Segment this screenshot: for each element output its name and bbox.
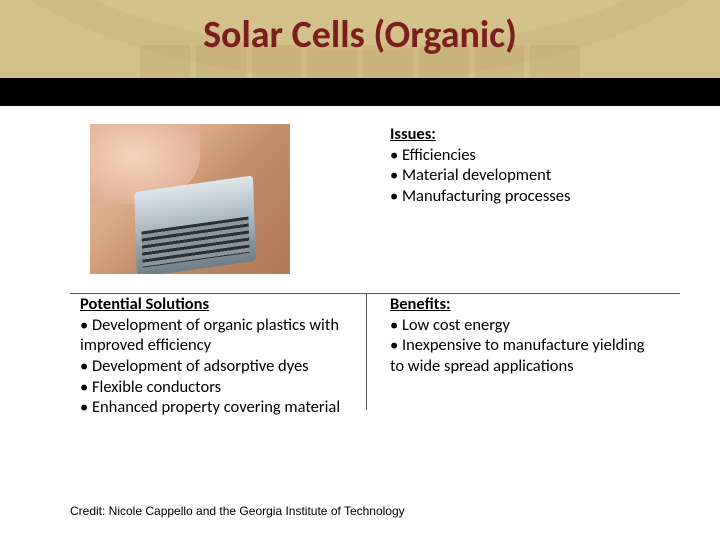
solutions-item: • Development of organic plastics with i… [80, 315, 350, 356]
solutions-quadrant: Potential Solutions • Development of org… [70, 288, 360, 490]
benefits-heading: Benefits: [390, 294, 660, 315]
issues-quadrant: Issues: • Efficiencies • Material develo… [380, 118, 670, 288]
credit-line: Credit: Nicole Cappello and the Georgia … [70, 504, 405, 518]
solutions-item: • Flexible conductors [80, 377, 350, 398]
issues-item: • Material development [390, 165, 660, 186]
vertical-divider [366, 293, 367, 410]
issues-item: • Manufacturing processes [390, 186, 660, 207]
issues-heading: Issues: [390, 124, 660, 145]
header-underline-bar [0, 78, 720, 106]
solutions-item: • Enhanced property covering material [80, 397, 350, 418]
solar-cell-photo [90, 124, 290, 274]
solutions-item: • Development of adsorptive dyes [80, 356, 350, 377]
benefits-quadrant: Benefits: • Low cost energy • Inexpensiv… [380, 288, 670, 490]
issues-item: • Efficiencies [390, 145, 660, 166]
image-quadrant [70, 118, 360, 288]
horizontal-divider [70, 293, 680, 294]
content-grid: Issues: • Efficiencies • Material develo… [70, 118, 670, 490]
slide-title: Solar Cells (Organic) [0, 12, 720, 58]
benefits-item: • Low cost energy [390, 315, 660, 336]
benefits-item: • Inexpensive to manufacture yielding to… [390, 335, 660, 376]
solutions-heading: Potential Solutions [80, 294, 350, 315]
